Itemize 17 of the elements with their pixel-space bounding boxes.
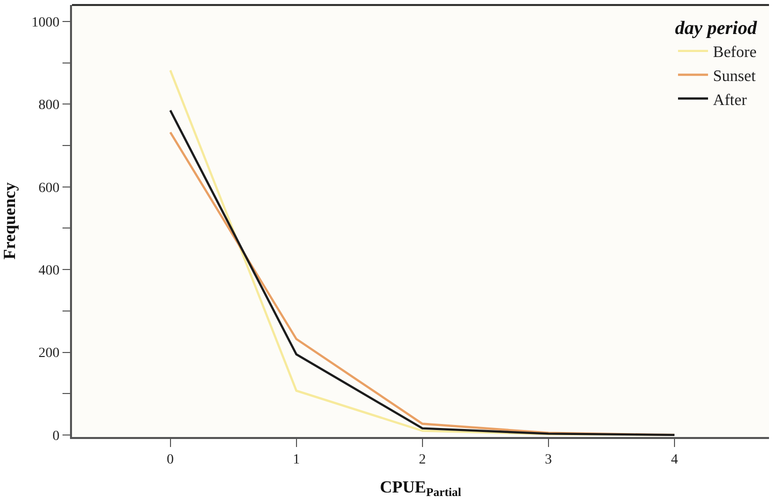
x-tick-label: 1 <box>292 452 300 468</box>
y-tick-label: 200 <box>38 346 60 362</box>
y-tick-label: 1000 <box>31 15 60 30</box>
legend-label: After <box>713 92 748 109</box>
x-tick-label: 3 <box>544 452 552 468</box>
legend-title: day period <box>675 18 758 40</box>
y-tick-label: 800 <box>38 98 60 114</box>
y-axis-title: Frequency <box>0 182 19 260</box>
y-tick-label: 0 <box>52 428 60 444</box>
y-tick-label: 400 <box>38 263 60 278</box>
x-tick-label: 4 <box>670 452 678 468</box>
legend-label: Before <box>713 44 757 62</box>
legend-label: Sunset <box>713 68 756 85</box>
x-tick-label: 0 <box>166 452 174 468</box>
x-axis-title: CPUE$_{Partial}$ <box>380 477 462 499</box>
y-tick-label: 600 <box>38 180 60 196</box>
x-tick-label: 2 <box>418 452 426 468</box>
